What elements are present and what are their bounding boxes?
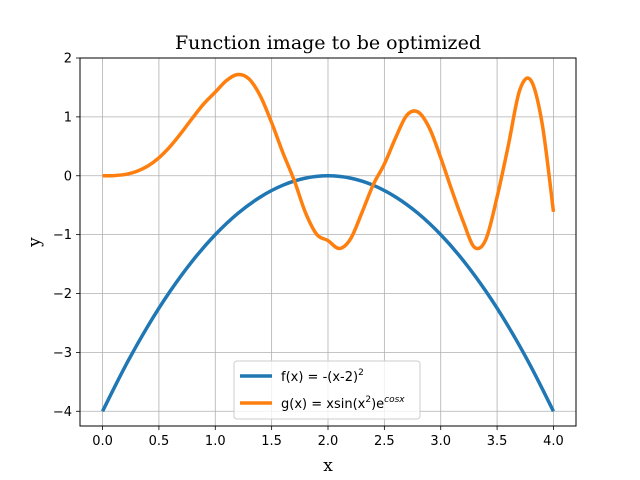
legend-label-g-suffix-sup: cosx [384, 395, 405, 405]
y-tick-label: 2 [64, 52, 72, 67]
y-tick-label: −1 [53, 228, 72, 243]
legend: f(x) = -(x-2)2 g(x) = xsin(x2)ecosx [233, 360, 421, 420]
x-tick-label: 0.5 [149, 434, 170, 449]
x-tick-label: 0.0 [92, 434, 113, 449]
x-tick-label: 1.0 [205, 434, 226, 449]
legend-label-f-text: f(x) = -(x-2) [281, 370, 358, 385]
legend-label-f-sup: 2 [358, 368, 364, 378]
legend-box [233, 360, 421, 420]
legend-label-g-suffix: )e [371, 397, 384, 412]
legend-label-g: g(x) = xsin(x2)ecosx [281, 395, 405, 412]
y-tick-label: −2 [53, 287, 72, 302]
legend-label-g-sup: 2 [365, 395, 371, 405]
x-axis-label: x [323, 456, 333, 476]
x-tick-label: 1.5 [261, 434, 282, 449]
x-tick-label: 4.0 [543, 434, 564, 449]
x-tick-label: 3.0 [430, 434, 451, 449]
series-line-0 [100, 174, 556, 413]
x-tick-label: 2.5 [374, 434, 395, 449]
y-axis-label: y [25, 237, 45, 248]
y-tick-label: 0 [64, 169, 72, 184]
axis-ticks: 0.0 0.5 1.0 1.5 2.0 2.5 3.0 3.5 4.0 −4 −3 −2 −1 0 1 2 [53, 52, 564, 450]
y-tick-label: −4 [53, 405, 72, 420]
y-tick-label: 1 [64, 110, 72, 125]
series-line-1 [102, 72, 556, 251]
series-lines [100, 72, 556, 413]
legend-label-g-text: g(x) = xsin(x [281, 397, 366, 412]
x-tick-label: 3.5 [487, 434, 508, 449]
legend-label-f: f(x) = -(x-2)2 [281, 368, 364, 385]
chart-title: Function image to be optimized [175, 32, 481, 54]
x-tick-label: 2.0 [318, 434, 339, 449]
y-tick-label: −3 [53, 346, 72, 361]
